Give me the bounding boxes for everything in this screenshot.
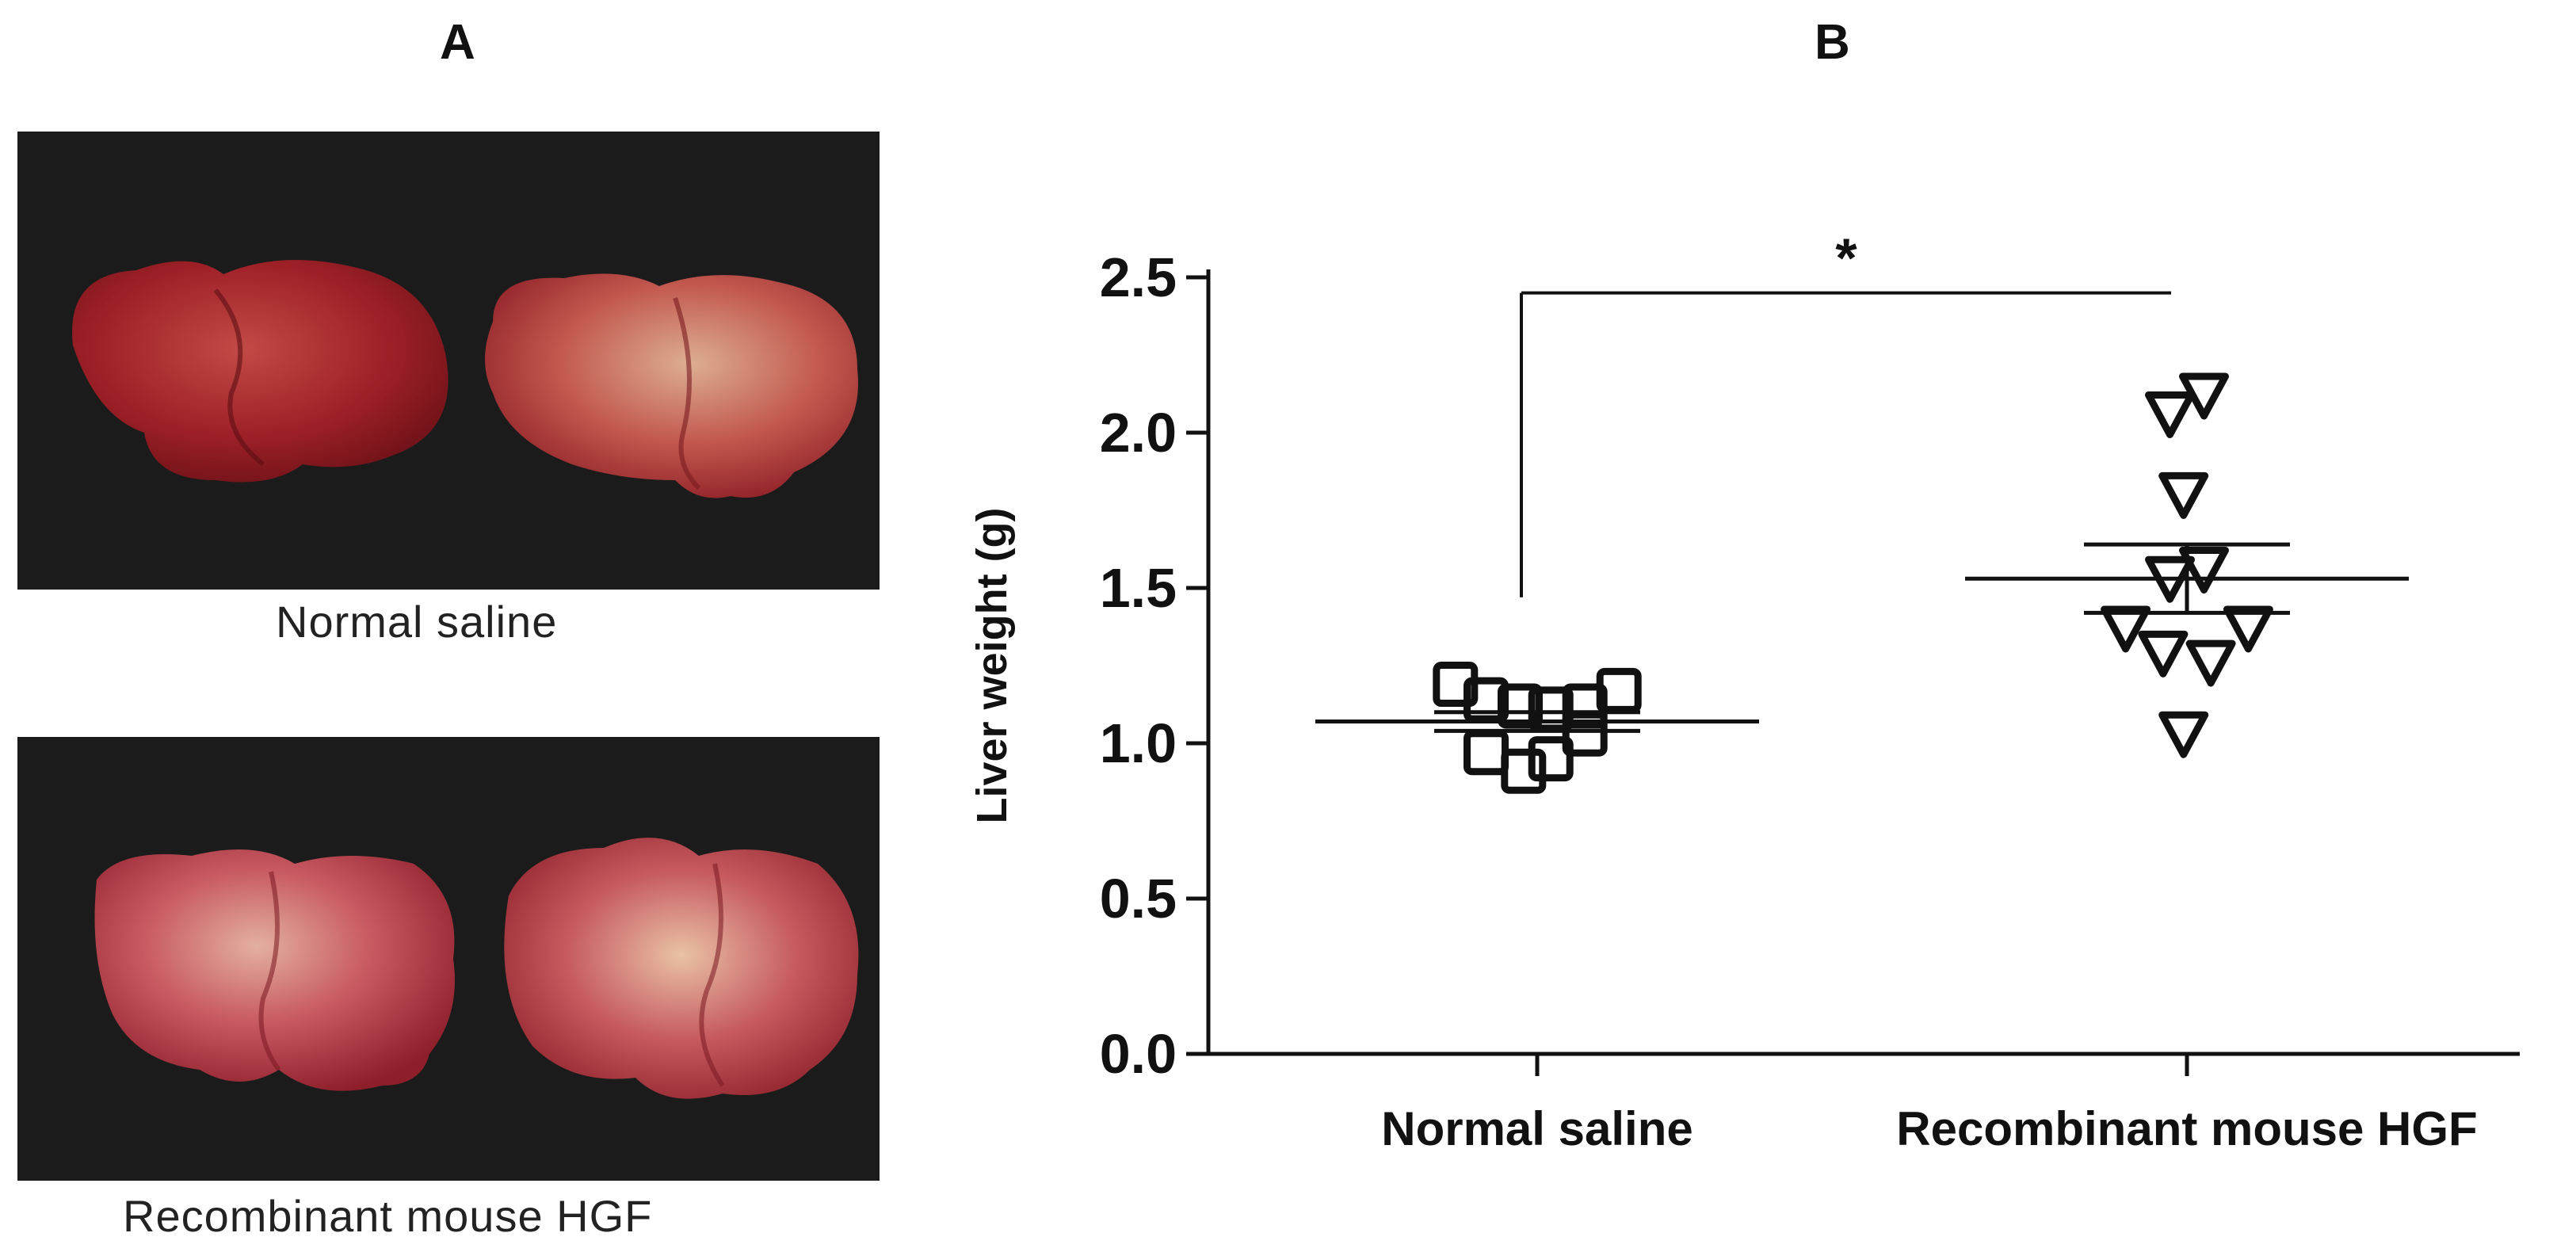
y-axis-label: Liver weight (g) xyxy=(968,507,1016,823)
data-point-triangle xyxy=(2158,711,2209,758)
data-point-triangle xyxy=(2158,471,2209,519)
data-point-square xyxy=(1464,730,1509,776)
photo-caption-normal-saline: Normal saline xyxy=(276,597,558,647)
data-point-triangle xyxy=(2101,605,2151,653)
liver-photo-recombinant-hgf xyxy=(17,737,880,1181)
data-point-triangle xyxy=(2179,546,2229,594)
data-point-triangle xyxy=(2179,372,2229,420)
panel-label-a: A xyxy=(440,15,475,70)
photo-caption-recombinant-hgf: Recombinant mouse HGF xyxy=(123,1191,653,1241)
x-tick-label: Normal saline xyxy=(1381,1102,1693,1155)
data-point-triangle xyxy=(2145,391,2195,438)
y-tick-label: 0.5 xyxy=(1100,868,1177,929)
significance-marker: * xyxy=(1835,227,1857,289)
data-point-square xyxy=(1501,748,1547,794)
y-tick-label: 2.5 xyxy=(1100,246,1177,308)
y-tick-label: 1.5 xyxy=(1100,557,1177,619)
data-point-triangle xyxy=(2223,605,2273,653)
y-tick-label: 2.0 xyxy=(1100,402,1177,464)
data-point-square xyxy=(1528,686,1574,732)
data-point-square xyxy=(1464,677,1509,723)
y-tick-label: 0.0 xyxy=(1100,1023,1177,1085)
panel-label-b: B xyxy=(1815,15,1850,70)
data-point-square xyxy=(1498,683,1543,729)
liver-photo-normal-saline xyxy=(17,132,880,590)
x-tick-label: Recombinant mouse HGF xyxy=(1896,1102,2477,1155)
data-point-square xyxy=(1528,736,1574,782)
liver-weight-scatter-chart: 0.0 0.5 1.0 1.5 2.0 2.5 Liver weight (g) Normal… xyxy=(968,227,2520,1155)
y-tick-label: 1.0 xyxy=(1100,712,1177,774)
data-point-square xyxy=(1562,711,1608,757)
data-point-triangle xyxy=(2138,630,2189,678)
data-point-triangle xyxy=(2185,639,2236,687)
data-point-square xyxy=(1596,667,1642,713)
